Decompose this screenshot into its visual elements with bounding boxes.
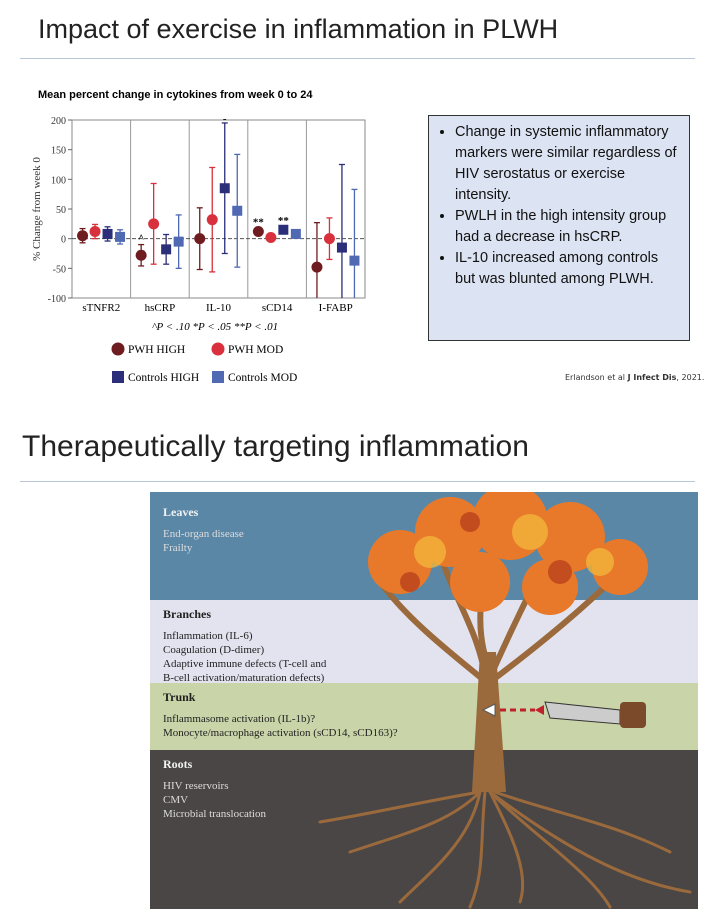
- point: [161, 244, 172, 255]
- bullet-box: Change in systemic inflammatory markers …: [428, 115, 690, 341]
- point: [349, 255, 360, 266]
- slide-title: Impact of exercise in inflammation in PL…: [38, 14, 559, 44]
- bullet: Change in systemic inflammatory markers …: [455, 122, 681, 206]
- y-tick-label: 0: [61, 235, 66, 246]
- citation: Erlandson et al J Infect Dis, 2021.: [565, 373, 704, 382]
- point: [323, 233, 335, 245]
- year: , 2021.: [676, 373, 705, 382]
- band-item: Inflammation (IL-6): [163, 630, 253, 642]
- chart-title: Mean percent change in cytokines from we…: [38, 89, 313, 101]
- legend-label: PWH HIGH: [128, 344, 185, 356]
- legend-swatch: [112, 371, 124, 383]
- point: [148, 218, 160, 230]
- legend-label: PWH MOD: [228, 344, 283, 356]
- bullet: IL-10 increased among controls but was b…: [455, 248, 681, 290]
- band-title: Leaves: [163, 505, 199, 519]
- point: [77, 230, 89, 242]
- plot-frame: [71, 119, 366, 299]
- band-title: Roots: [163, 757, 193, 771]
- band-item: Microbial translocation: [163, 808, 266, 820]
- point: [290, 228, 301, 239]
- band-item: Adaptive immune defects (T-cell and: [163, 658, 327, 670]
- footnote: ^P < .10 *P < .05 **P < .01: [152, 321, 278, 333]
- y-tick-label: 50: [56, 205, 66, 216]
- point: [265, 231, 277, 243]
- band-item: Coagulation (D-dimer): [163, 644, 264, 656]
- point: [252, 226, 264, 238]
- bullet: PWLH in the high intensity group had a d…: [455, 206, 681, 248]
- y-tick-label: -50: [53, 264, 66, 275]
- point: [311, 261, 323, 273]
- legend-swatch: [212, 371, 224, 383]
- annotation: -: [223, 113, 227, 125]
- section-title: Therapeutically targeting inflammation: [22, 430, 529, 463]
- annotation: **: [278, 215, 290, 227]
- legend-swatch: [111, 342, 125, 356]
- annotation: ^: [138, 233, 144, 245]
- journal: J Infect Dis: [627, 373, 677, 382]
- band-title: Trunk: [163, 690, 196, 704]
- point: [278, 224, 289, 235]
- band-item: B-cell activation/maturation defects): [163, 672, 325, 684]
- legend-swatch: [211, 342, 225, 356]
- band-item: Frailty: [163, 542, 193, 554]
- point: [194, 233, 206, 245]
- band-item: Monocyte/macrophage activation (sCD14, s…: [163, 727, 398, 739]
- point: [89, 226, 101, 238]
- divider: [20, 481, 695, 482]
- divider: [20, 58, 695, 59]
- points: [77, 122, 360, 298]
- legend-label: Controls MOD: [228, 372, 297, 384]
- x-tick-label: sTNFR2: [82, 302, 120, 314]
- point: [135, 249, 147, 261]
- y-tick-label: 200: [51, 116, 66, 127]
- point: [115, 231, 126, 242]
- band-item: End-organ disease: [163, 528, 244, 540]
- band-item: HIV reservoirs: [163, 780, 228, 792]
- point: [173, 236, 184, 247]
- point: [206, 214, 218, 226]
- band-title: Branches: [163, 607, 211, 621]
- chart: Mean percent change in cytokines from we…: [31, 89, 366, 384]
- band-item: CMV: [163, 794, 188, 806]
- tree-diagram: Leaves End-organ disease Frailty Branches In…: [150, 492, 698, 909]
- point: [102, 228, 113, 239]
- x-tick-label: I-FABP: [319, 302, 353, 314]
- annotation: **: [253, 217, 265, 229]
- y-axis-label: % Change from week 0: [31, 157, 43, 261]
- x-tick-label: sCD14: [262, 302, 293, 314]
- authors: Erlandson et al: [565, 373, 626, 382]
- y-tick-label: 150: [51, 146, 66, 157]
- point: [336, 242, 347, 253]
- y-tick-label: 100: [51, 175, 66, 186]
- x-tick-label: IL-10: [206, 302, 232, 314]
- y-tick-label: -100: [48, 294, 66, 305]
- band-item: Inflammasome activation (IL-1b)?: [163, 713, 315, 725]
- legend-label: Controls HIGH: [128, 372, 199, 384]
- point: [232, 205, 243, 216]
- point: [219, 183, 230, 194]
- x-tick-label: hsCRP: [145, 302, 176, 314]
